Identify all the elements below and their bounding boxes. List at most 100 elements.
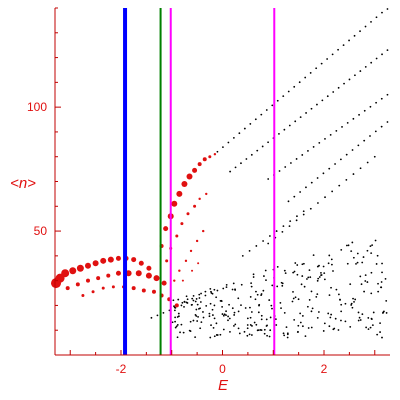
data-point bbox=[276, 265, 279, 268]
data-point bbox=[337, 48, 339, 51]
y-axis-label: <n> bbox=[10, 175, 36, 192]
data-point bbox=[331, 263, 333, 266]
data-point bbox=[386, 8, 389, 10]
data-point bbox=[364, 274, 367, 277]
data-point bbox=[334, 317, 337, 320]
data-point bbox=[343, 82, 345, 85]
data-point bbox=[323, 278, 326, 281]
data-point bbox=[332, 91, 335, 93]
data-point bbox=[151, 289, 156, 294]
data-point bbox=[192, 294, 195, 297]
data-point bbox=[299, 312, 302, 315]
data-point bbox=[310, 181, 313, 184]
data-point bbox=[322, 265, 325, 268]
data-point bbox=[354, 74, 356, 77]
data-point bbox=[249, 316, 252, 319]
data-point bbox=[176, 316, 179, 318]
data-point bbox=[245, 158, 248, 160]
data-point bbox=[377, 282, 379, 285]
data-point bbox=[356, 261, 359, 264]
data-point bbox=[300, 283, 303, 286]
data-point bbox=[293, 85, 296, 88]
data-point bbox=[282, 95, 285, 98]
data-point bbox=[183, 305, 185, 308]
data-point bbox=[227, 319, 229, 322]
data-point bbox=[331, 190, 334, 193]
data-point bbox=[229, 170, 232, 173]
data-point bbox=[268, 235, 271, 237]
data-point bbox=[340, 319, 342, 322]
data-point bbox=[174, 320, 176, 323]
data-point bbox=[316, 265, 319, 268]
data-point bbox=[91, 290, 95, 294]
data-point bbox=[345, 178, 348, 181]
data-point bbox=[334, 163, 336, 165]
data-point bbox=[301, 325, 304, 328]
data-point bbox=[359, 167, 362, 170]
data-point bbox=[382, 312, 384, 314]
data-point bbox=[373, 155, 376, 158]
data-point bbox=[350, 250, 353, 253]
data-point bbox=[115, 270, 121, 276]
data-point bbox=[337, 86, 340, 89]
data-point bbox=[353, 300, 355, 303]
data-point bbox=[340, 310, 343, 313]
data-point bbox=[225, 286, 228, 289]
data-point bbox=[254, 118, 257, 121]
data-point bbox=[250, 334, 253, 336]
data-point bbox=[85, 278, 90, 283]
data-point bbox=[222, 287, 225, 290]
data-point bbox=[174, 303, 179, 308]
data-point bbox=[305, 186, 307, 189]
data-point bbox=[194, 314, 197, 316]
data-point bbox=[339, 158, 342, 161]
data-point bbox=[200, 321, 203, 324]
data-point bbox=[370, 271, 373, 274]
data-point bbox=[374, 239, 377, 242]
data-point bbox=[294, 296, 297, 299]
data-point bbox=[301, 154, 304, 156]
data-point bbox=[339, 299, 341, 301]
data-point bbox=[344, 302, 347, 305]
data-point bbox=[250, 153, 253, 156]
data-point bbox=[351, 149, 354, 151]
data-point bbox=[191, 303, 193, 306]
data-point bbox=[381, 11, 383, 14]
data-point bbox=[351, 241, 354, 244]
data-point bbox=[240, 162, 242, 165]
data-point bbox=[243, 127, 246, 130]
data-point bbox=[175, 234, 179, 238]
data-point bbox=[163, 226, 169, 232]
data-point bbox=[281, 230, 284, 233]
data-point bbox=[216, 150, 219, 153]
data-point bbox=[301, 263, 304, 266]
data-point bbox=[361, 261, 364, 264]
data-point bbox=[162, 311, 165, 314]
data-point bbox=[348, 39, 350, 42]
data-point bbox=[317, 277, 320, 280]
data-point bbox=[193, 204, 197, 208]
data-point bbox=[271, 284, 274, 287]
data-point bbox=[309, 276, 312, 279]
data-point bbox=[135, 270, 142, 277]
data-point bbox=[285, 326, 288, 329]
data-point bbox=[268, 335, 271, 338]
data-point bbox=[223, 313, 226, 316]
data-point bbox=[101, 286, 105, 290]
data-point bbox=[241, 254, 244, 257]
data-point bbox=[299, 321, 302, 324]
data-point bbox=[341, 125, 343, 128]
tick-labels: -2 0 2 50 100 bbox=[27, 100, 328, 376]
data-point bbox=[261, 145, 264, 148]
data-point bbox=[176, 336, 179, 339]
data-point bbox=[216, 334, 219, 336]
data-point bbox=[254, 298, 257, 301]
data-point bbox=[310, 310, 313, 313]
data-point bbox=[188, 329, 191, 332]
data-point bbox=[375, 263, 378, 265]
data-point bbox=[260, 113, 263, 116]
data-point bbox=[225, 310, 227, 313]
data-point bbox=[367, 328, 370, 331]
data-point bbox=[262, 240, 265, 242]
data-point bbox=[171, 200, 178, 207]
